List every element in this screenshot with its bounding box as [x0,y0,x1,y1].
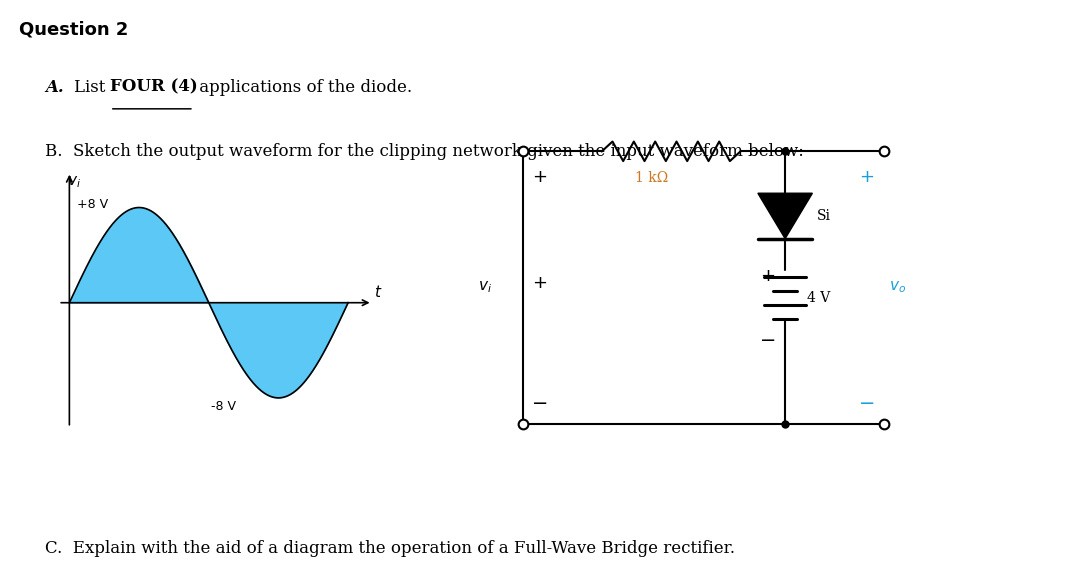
Text: List: List [74,79,111,95]
Text: Si: Si [817,209,831,223]
Text: −: − [759,331,777,350]
Text: $v_i$: $v_i$ [478,280,492,295]
Text: +: + [760,267,775,285]
Text: C.  Explain with the aid of a diagram the operation of a Full-Wave Bridge rectif: C. Explain with the aid of a diagram the… [45,540,736,557]
Text: +8 V: +8 V [78,198,109,211]
Text: $v_o$: $v_o$ [890,280,906,295]
Text: $v_i$: $v_i$ [67,174,81,190]
Text: +: + [532,168,547,186]
Text: −: − [858,394,876,413]
Polygon shape [758,193,812,239]
Text: -8 V: -8 V [211,400,236,413]
Text: 4 V: 4 V [808,291,830,305]
Text: A.: A. [45,79,64,95]
Text: B.  Sketch the output waveform for the clipping network given the input waveform: B. Sketch the output waveform for the cl… [45,143,805,159]
Text: $t$: $t$ [374,285,382,300]
Text: −: − [532,394,548,413]
Text: +: + [532,274,547,292]
Text: applications of the diode.: applications of the diode. [194,79,412,95]
Text: Question 2: Question 2 [19,20,129,38]
Text: 1 kΩ: 1 kΩ [634,171,668,184]
Text: +: + [859,168,875,186]
Text: FOUR (4): FOUR (4) [110,79,197,95]
